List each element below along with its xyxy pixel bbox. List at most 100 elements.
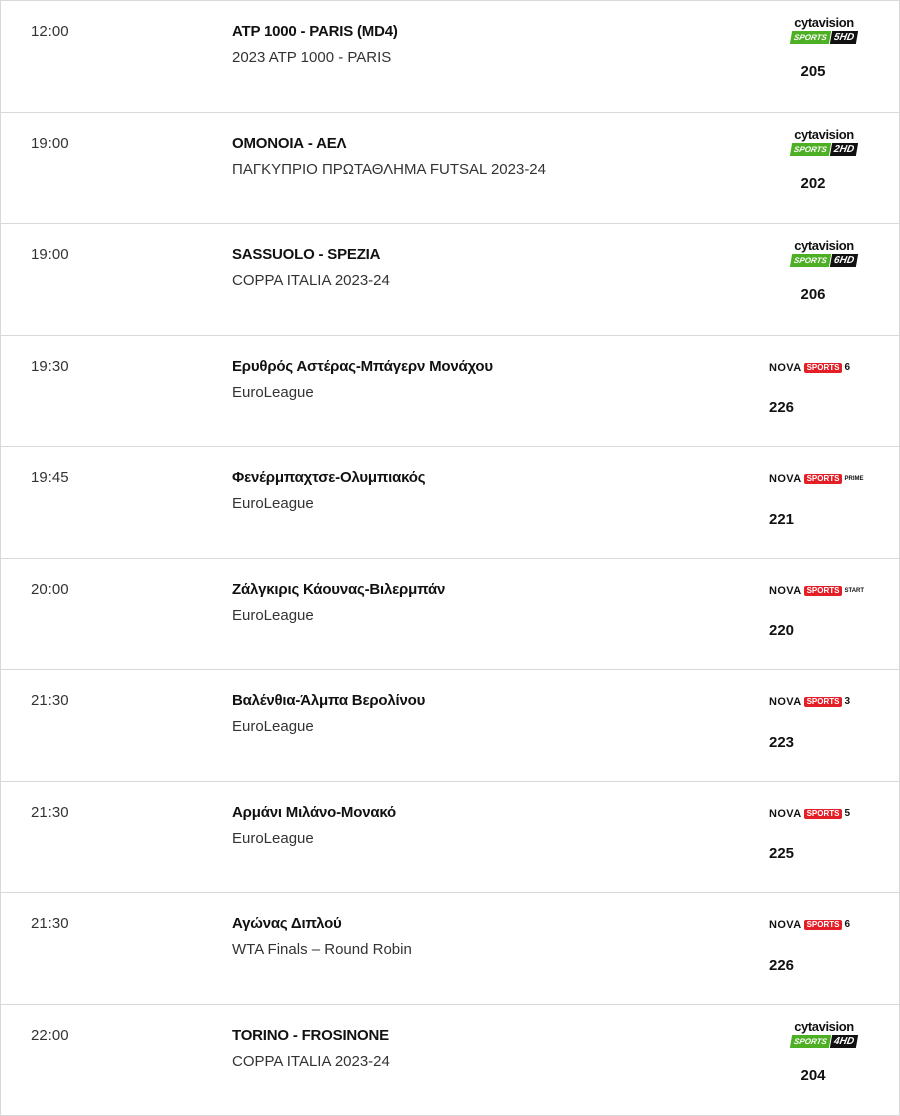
event-competition: ΠΑΓΚΥΠΡΙΟ ΠΡΩΤΑΘΛΗΜΑ FUTSAL 2023-24 <box>232 161 546 178</box>
logo-sports-label: SPORTS <box>804 697 843 707</box>
logo-channel-suffix: 3 <box>844 696 850 708</box>
channel-logo: NOVA SPORTS PRIME <box>761 461 865 495</box>
schedule-row[interactable]: 21:30 Βαλένθια-Άλμπα Βερολίνου EuroLeagu… <box>0 670 900 782</box>
channel-info: NOVA SPORTS 3 223 <box>761 684 865 754</box>
nova-wordmark: NOVA <box>769 696 802 708</box>
cytavision-wordmark: cytavision <box>788 16 860 30</box>
schedule-row[interactable]: 19:00 SASSUOLO - SPEZIA COPPA ITALIA 202… <box>0 224 900 336</box>
event-title[interactable]: TORINO - FROSINONE <box>232 1027 389 1044</box>
channel-number: 226 <box>769 959 873 971</box>
cytavision-logo: cytavision SPORTS 2HD <box>788 128 860 162</box>
channel-info: cytavision SPORTS 6HD 206 <box>761 238 865 308</box>
nova-sports-logo: NOVA SPORTS PRIME <box>769 473 864 485</box>
schedule-row[interactable]: 19:30 Ερυθρός Αστέρας-Μπάγερν Μονάχου Eu… <box>0 336 900 448</box>
nova-wordmark: NOVA <box>769 808 802 820</box>
cytavision-wordmark: cytavision <box>788 1020 860 1034</box>
channel-info: cytavision SPORTS 4HD 204 <box>761 1019 865 1089</box>
logo-channel-suffix: 6 <box>844 362 850 374</box>
logo-channel-suffix: 6 <box>844 919 850 931</box>
logo-channel-suffix: 5HD <box>830 31 858 44</box>
nova-wordmark: NOVA <box>769 473 802 485</box>
channel-info: NOVA SPORTS START 220 <box>761 573 865 643</box>
event-time: 19:30 <box>31 358 69 375</box>
cytavision-logo: cytavision SPORTS 6HD <box>788 239 860 273</box>
logo-sports-label: SPORTS <box>804 809 843 819</box>
schedule-row[interactable]: 20:00 Ζάλγκιρις Κάουνας-Βιλερμπάν EuroLe… <box>0 559 900 671</box>
schedule-row[interactable]: 12:00 ATP 1000 - PARIS (MD4) 2023 ATP 10… <box>0 1 900 113</box>
cytavision-wordmark: cytavision <box>788 239 860 253</box>
event-time: 21:30 <box>31 692 69 709</box>
event-title[interactable]: Ερυθρός Αστέρας-Μπάγερν Μονάχου <box>232 358 493 375</box>
logo-channel-suffix: 4HD <box>830 1035 858 1048</box>
event-time: 19:45 <box>31 469 69 486</box>
channel-number: 202 <box>761 175 865 192</box>
logo-channel-suffix: 6HD <box>830 254 858 267</box>
channel-info: NOVA SPORTS PRIME 221 <box>761 461 865 531</box>
channel-logo: NOVA SPORTS 5 <box>761 796 865 830</box>
channel-number: 223 <box>769 736 873 748</box>
logo-sports-label: SPORTS <box>804 363 843 373</box>
event-title[interactable]: Φενέρμπαχτσε-Ολυμπιακός <box>232 469 425 486</box>
channel-info: NOVA SPORTS 6 226 <box>761 907 865 977</box>
event-title[interactable]: SASSUOLO - SPEZIA <box>232 246 380 263</box>
event-competition: EuroLeague <box>232 495 314 512</box>
event-time: 22:00 <box>31 1027 69 1044</box>
logo-sports-label: SPORTS <box>804 586 843 596</box>
event-title[interactable]: Ζάλγκιρις Κάουνας-Βιλερμπάν <box>232 581 445 598</box>
logo-sports-label: SPORTS <box>790 31 831 44</box>
nova-sports-logo: NOVA SPORTS 6 <box>769 362 850 374</box>
channel-logo: cytavision SPORTS 6HD <box>761 238 865 272</box>
logo-channel-suffix: START <box>844 585 864 597</box>
nova-sports-logo: NOVA SPORTS 3 <box>769 696 850 708</box>
event-time: 20:00 <box>31 581 69 598</box>
nova-sports-logo: NOVA SPORTS START <box>769 585 864 597</box>
nova-sports-logo: NOVA SPORTS 5 <box>769 808 850 820</box>
channel-logo: cytavision SPORTS 2HD <box>761 127 865 161</box>
event-competition: WTA Finals – Round Robin <box>232 941 412 958</box>
event-time: 19:00 <box>31 246 69 263</box>
channel-number: 225 <box>769 848 873 860</box>
logo-channel-suffix: 5 <box>844 808 850 820</box>
logo-channel-suffix: PRIME <box>844 473 863 485</box>
schedule-row[interactable]: 22:00 TORINO - FROSINONE COPPA ITALIA 20… <box>0 1005 900 1116</box>
event-competition: 2023 ATP 1000 - PARIS <box>232 49 391 66</box>
event-competition: EuroLeague <box>232 384 314 401</box>
nova-wordmark: NOVA <box>769 919 802 931</box>
channel-number: 204 <box>761 1067 865 1084</box>
event-title[interactable]: ATP 1000 - PARIS (MD4) <box>232 23 398 40</box>
channel-number: 206 <box>761 286 865 303</box>
channel-logo: NOVA SPORTS START <box>761 573 865 607</box>
channel-number: 221 <box>769 513 873 525</box>
cytavision-logo: cytavision SPORTS 5HD <box>788 16 860 50</box>
event-title[interactable]: Αγώνας Διπλού <box>232 915 342 932</box>
nova-sports-logo: NOVA SPORTS 6 <box>769 919 850 931</box>
event-title[interactable]: Αρμάνι Μιλάνο-Μονακό <box>232 804 396 821</box>
channel-logo: NOVA SPORTS 6 <box>761 907 865 941</box>
cytavision-logo: cytavision SPORTS 4HD <box>788 1020 860 1054</box>
event-time: 21:30 <box>31 915 69 932</box>
event-time: 12:00 <box>31 23 69 40</box>
event-competition: EuroLeague <box>232 718 314 735</box>
event-time: 19:00 <box>31 135 69 152</box>
logo-channel-suffix: 2HD <box>830 143 858 156</box>
channel-logo: NOVA SPORTS 6 <box>761 350 865 384</box>
channel-info: NOVA SPORTS 6 226 <box>761 350 865 420</box>
schedule-row[interactable]: 19:45 Φενέρμπαχτσε-Ολυμπιακός EuroLeague… <box>0 447 900 559</box>
event-title[interactable]: Βαλένθια-Άλμπα Βερολίνου <box>232 692 425 709</box>
event-competition: EuroLeague <box>232 830 314 847</box>
logo-sports-label: SPORTS <box>804 920 843 930</box>
logo-sports-label: SPORTS <box>790 1035 831 1048</box>
schedule-row[interactable]: 21:30 Αρμάνι Μιλάνο-Μονακό EuroLeague NO… <box>0 782 900 894</box>
event-title[interactable]: ΟΜΟΝΟΙΑ - ΑΕΛ <box>232 135 346 152</box>
event-competition: EuroLeague <box>232 607 314 624</box>
schedule-row[interactable]: 19:00 ΟΜΟΝΟΙΑ - ΑΕΛ ΠΑΓΚΥΠΡΙΟ ΠΡΩΤΑΘΛΗΜΑ… <box>0 113 900 225</box>
channel-number: 205 <box>761 63 865 80</box>
cytavision-wordmark: cytavision <box>788 128 860 142</box>
channel-info: cytavision SPORTS 2HD 202 <box>761 127 865 197</box>
channel-number: 220 <box>769 625 873 637</box>
event-competition: COPPA ITALIA 2023-24 <box>232 1053 390 1070</box>
schedule-row[interactable]: 21:30 Αγώνας Διπλού WTA Finals – Round R… <box>0 893 900 1005</box>
logo-sports-label: SPORTS <box>790 143 831 156</box>
channel-number: 226 <box>769 402 873 414</box>
